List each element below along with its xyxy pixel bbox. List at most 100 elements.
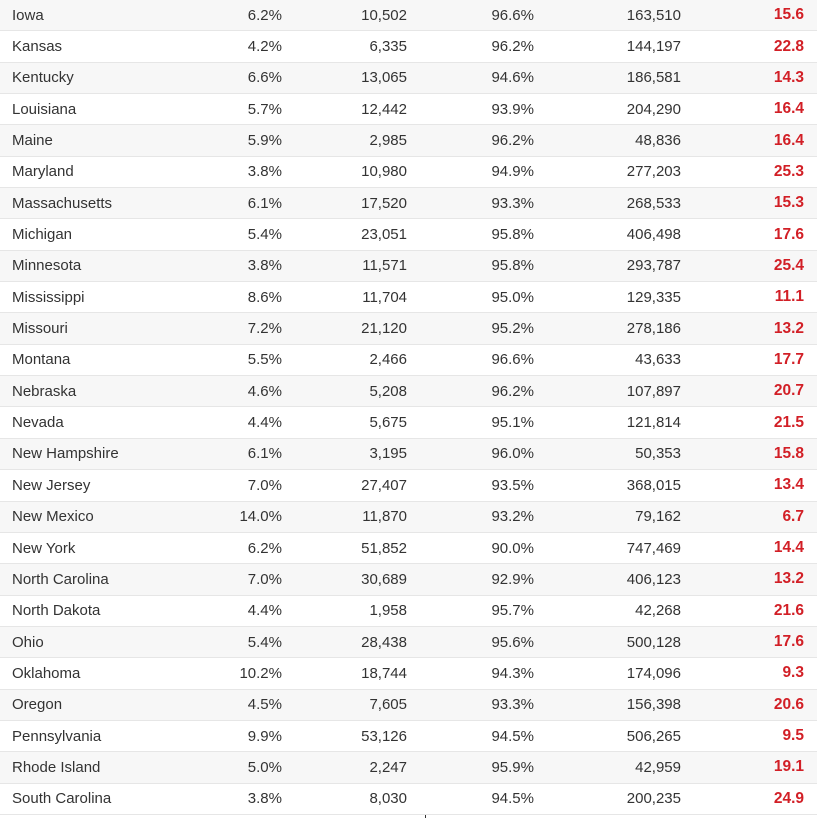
- table-row: North Carolina 7.0% 30,689 92.9% 406,123…: [0, 564, 817, 596]
- ratio-cell: 22.8: [773, 37, 804, 55]
- percent-cell-right: 95.0%: [491, 288, 534, 306]
- state-name-cell: North Carolina: [12, 570, 109, 588]
- table-row: Kentucky 6.6% 13,065 94.6% 186,581 14.3: [0, 62, 817, 95]
- count-cell-right: 200,235: [626, 790, 681, 808]
- state-name-cell: Oklahoma: [12, 664, 81, 682]
- table-row: New Jersey 7.0% 27,407 93.5% 368,015 13.…: [0, 470, 817, 502]
- ratio-cell: 13.2: [773, 570, 804, 588]
- percent-cell-left: 4.2%: [247, 38, 282, 56]
- ratio-cell: 25.4: [773, 256, 804, 274]
- percent-cell-right: 95.7%: [491, 602, 534, 620]
- count-cell-right: 42,268: [635, 602, 681, 620]
- count-cell-left: 11,704: [362, 288, 407, 306]
- count-cell-right: 174,096: [626, 664, 681, 682]
- count-cell-right: 278,186: [626, 320, 681, 338]
- ratio-cell: 13.2: [773, 319, 804, 337]
- count-cell-right: 368,015: [626, 476, 681, 494]
- count-cell-right: 406,123: [626, 570, 681, 588]
- percent-cell-right: 96.2%: [491, 382, 534, 400]
- percent-cell-left: 3.8%: [247, 163, 282, 181]
- percent-cell-right: 90.0%: [491, 539, 534, 557]
- percent-cell-left: 5.4%: [247, 226, 282, 244]
- percent-cell-right: 93.9%: [491, 100, 534, 118]
- count-cell-right: 406,498: [626, 226, 681, 244]
- count-cell-left: 5,675: [369, 414, 407, 432]
- state-name-cell: Ohio: [12, 633, 44, 651]
- count-cell-right: 747,469: [626, 539, 681, 557]
- count-cell-right: 293,787: [626, 257, 681, 275]
- state-name-cell: South Carolina: [12, 790, 112, 808]
- state-name-cell: Massachusetts: [12, 194, 113, 212]
- table-row: Montana 5.5% 2,466 96.6% 43,633 17.7: [0, 344, 817, 377]
- percent-cell-right: 92.9%: [491, 570, 534, 588]
- table-row: Mississippi 8.6% 11,704 95.0% 129,335 11…: [0, 282, 817, 314]
- state-name-cell: Kentucky: [12, 69, 74, 87]
- ratio-cell: 24.9: [773, 789, 804, 807]
- ratio-cell: 21.5: [773, 413, 804, 431]
- count-cell-right: 48,836: [635, 132, 681, 150]
- count-cell-left: 13,065: [361, 69, 407, 87]
- count-cell-right: 506,265: [626, 727, 681, 745]
- table-row: New Mexico 14.0% 11,870 93.2% 79,162 6.7: [0, 501, 817, 533]
- count-cell-left: 10,980: [361, 163, 407, 181]
- table-row: Iowa 6.2% 10,502 96.6% 163,510 15.6: [0, 0, 817, 32]
- percent-cell-right: 95.2%: [491, 320, 534, 338]
- count-cell-right: 50,353: [635, 445, 681, 463]
- ratio-cell: 17.6: [773, 225, 804, 243]
- count-cell-right: 121,814: [626, 414, 681, 432]
- count-cell-left: 2,247: [369, 758, 407, 776]
- table-row: Missouri 7.2% 21,120 95.2% 278,186 13.2: [0, 313, 817, 345]
- table-row: Pennsylvania 9.9% 53,126 94.5% 506,265 9…: [0, 720, 817, 753]
- percent-cell-left: 4.4%: [247, 602, 282, 620]
- percent-cell-left: 6.1%: [247, 194, 282, 212]
- percent-cell-right: 96.6%: [491, 351, 534, 369]
- count-cell-left: 28,438: [361, 633, 407, 651]
- state-name-cell: New Hampshire: [12, 445, 119, 463]
- count-cell-right: 107,897: [626, 382, 681, 400]
- percent-cell-left: 7.0%: [247, 570, 282, 588]
- percent-cell-right: 95.8%: [491, 257, 534, 275]
- percent-cell-left: 10.2%: [239, 664, 282, 682]
- percent-cell-right: 95.6%: [491, 633, 534, 651]
- ratio-cell: 9.3: [782, 664, 804, 682]
- percent-cell-right: 94.3%: [491, 664, 534, 682]
- count-cell-left: 8,030: [369, 790, 407, 808]
- ratio-cell: 19.1: [773, 758, 804, 776]
- percent-cell-left: 8.6%: [247, 288, 282, 306]
- count-cell-left: 53,126: [361, 727, 407, 745]
- state-name-cell: Michigan: [12, 226, 73, 244]
- count-cell-left: 2,466: [369, 351, 407, 369]
- count-cell-right: 79,162: [635, 508, 681, 526]
- percent-cell-right: 93.2%: [491, 508, 534, 526]
- table-row: Nevada 4.4% 5,675 95.1% 121,814 21.5: [0, 407, 817, 439]
- table-row: Maine 5.9% 2,985 96.2% 48,836 16.4: [0, 125, 817, 157]
- count-cell-left: 30,689: [361, 570, 407, 588]
- count-cell-left: 18,744: [361, 664, 407, 682]
- table-row: Minnesota 3.8% 11,571 95.8% 293,787 25.4: [0, 250, 817, 283]
- count-cell-left: 11,571: [362, 257, 407, 275]
- table-row: Oklahoma 10.2% 18,744 94.3% 174,096 9.3: [0, 658, 817, 690]
- state-name-cell: New Mexico: [12, 508, 94, 526]
- ratio-cell: 17.6: [773, 633, 804, 651]
- table-row: Kansas 4.2% 6,335 96.2% 144,197 22.8: [0, 31, 817, 63]
- table-row: Nebraska 4.6% 5,208 96.2% 107,897 20.7: [0, 376, 817, 408]
- table-row: Massachusetts 6.1% 17,520 93.3% 268,533 …: [0, 188, 817, 220]
- table-row: Ohio 5.4% 28,438 95.6% 500,128 17.6: [0, 626, 817, 659]
- ratio-cell: 15.3: [773, 194, 804, 212]
- count-cell-left: 17,520: [361, 194, 407, 212]
- percent-cell-right: 95.1%: [491, 414, 534, 432]
- percent-cell-left: 6.2%: [247, 539, 282, 557]
- count-cell-right: 204,290: [626, 100, 681, 118]
- ratio-cell: 15.6: [773, 6, 804, 24]
- count-cell-right: 277,203: [626, 163, 681, 181]
- percent-cell-left: 5.0%: [247, 758, 282, 776]
- percent-cell-right: 94.6%: [491, 69, 534, 87]
- state-name-cell: Montana: [12, 351, 71, 369]
- state-name-cell: Pennsylvania: [12, 727, 102, 745]
- percent-cell-left: 14.0%: [239, 508, 282, 526]
- ratio-cell: 6.7: [782, 507, 804, 525]
- count-cell-right: 500,128: [626, 633, 681, 651]
- table-row: Oregon 4.5% 7,605 93.3% 156,398 20.6: [0, 689, 817, 721]
- state-name-cell: Kansas: [12, 38, 63, 56]
